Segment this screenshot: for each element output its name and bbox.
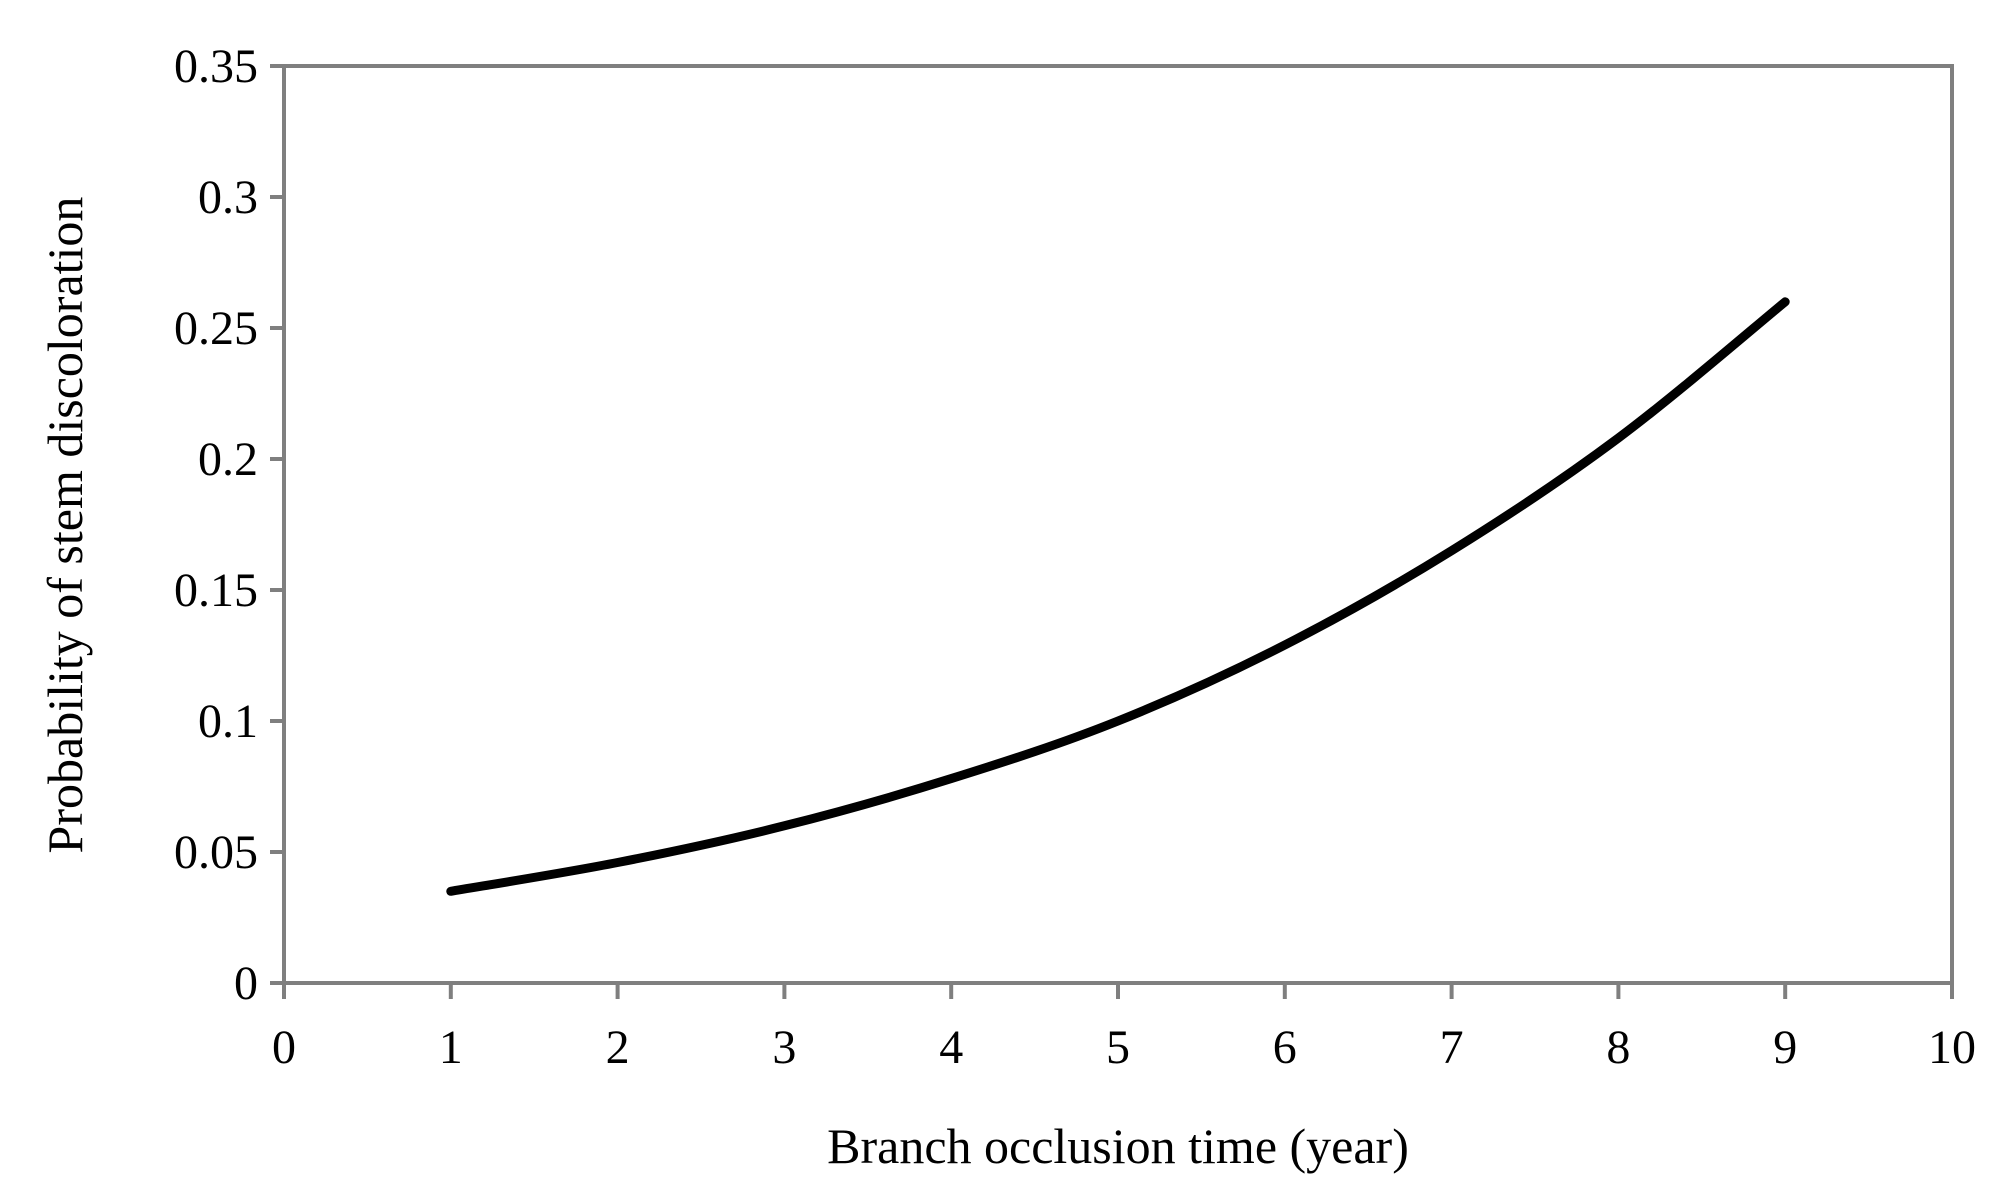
x-tick-label: 3 — [772, 1021, 796, 1074]
x-tick-label: 1 — [439, 1021, 463, 1074]
y-tick-label: 0.05 — [174, 826, 258, 879]
y-tick-label: 0.3 — [198, 171, 258, 224]
x-tick-label: 5 — [1106, 1021, 1130, 1074]
x-tick-label: 2 — [606, 1021, 630, 1074]
y-axis-title: Probability of stem discoloration — [37, 197, 93, 854]
plot-area-frame — [282, 64, 1954, 985]
series-group — [446, 297, 1790, 896]
y-tick-label: 0 — [234, 957, 258, 1010]
y-tick-label: 0.15 — [174, 564, 258, 617]
x-tick-label: 7 — [1440, 1021, 1464, 1074]
y-tick-label: 0.35 — [174, 40, 258, 93]
x-tick-label: 9 — [1773, 1021, 1797, 1074]
x-tick-label: 8 — [1606, 1021, 1630, 1074]
y-tick-label: 0.2 — [198, 433, 258, 486]
y-axis-tick-labels: 0 0.05 0.1 0.15 0.2 0.25 0.3 0.35 — [174, 40, 258, 1010]
x-axis-tick-labels: 0 1 2 3 4 5 6 7 8 9 10 — [272, 1021, 1976, 1074]
x-axis-ticks — [282, 983, 1954, 999]
y-tick-label: 0.1 — [198, 695, 258, 748]
x-tick-label: 6 — [1273, 1021, 1297, 1074]
y-tick-label: 0.25 — [174, 302, 258, 355]
series-line — [446, 297, 1790, 896]
x-tick-label: 10 — [1928, 1021, 1976, 1074]
x-tick-label: 0 — [272, 1021, 296, 1074]
x-axis-title: Branch occlusion time (year) — [827, 1118, 1409, 1174]
y-axis-ticks — [270, 64, 284, 985]
x-tick-label: 4 — [939, 1021, 963, 1074]
